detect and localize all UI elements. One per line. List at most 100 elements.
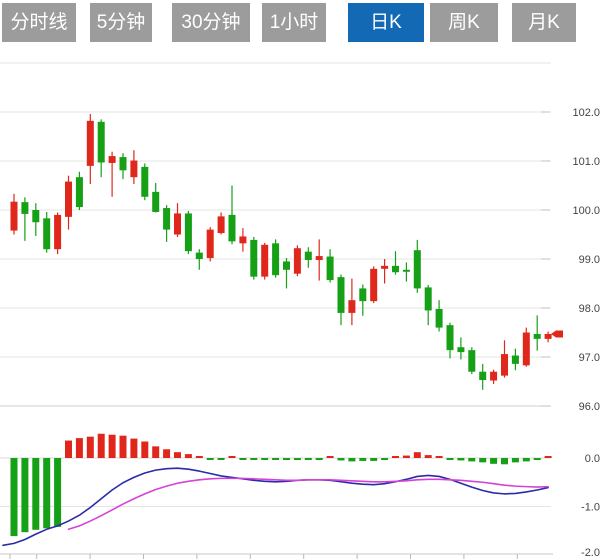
candle-body: [457, 347, 465, 353]
tab-weekly-k[interactable]: 周K: [430, 3, 498, 42]
tab-monthly-k[interactable]: 月K: [512, 3, 576, 42]
candle-body: [32, 210, 40, 223]
candle-body: [195, 252, 203, 259]
macd-histogram-bar: [239, 458, 247, 460]
macd-histogram-bar: [261, 458, 269, 460]
candle-body: [283, 261, 290, 270]
price-axis-label: 97.0: [579, 352, 600, 364]
macd-histogram-bar: [250, 458, 258, 460]
price-axis-label: 98.0: [579, 303, 600, 315]
candle-body: [43, 218, 51, 250]
candle-body: [468, 350, 476, 372]
price-axis-label: 99.0: [579, 254, 600, 266]
candle-body: [435, 308, 443, 328]
candle-body: [326, 256, 334, 281]
macd-histogram-bar: [10, 458, 18, 537]
tab-30min[interactable]: 30分钟: [172, 3, 250, 42]
price-axis-label: 102.0: [572, 107, 600, 119]
last-price-marker: [551, 330, 563, 338]
period-tabbar: 分时线 5分钟 30分钟 1小时 日K 周K 月K: [2, 3, 576, 42]
macd-histogram-bar: [272, 458, 280, 460]
candle-body: [10, 201, 18, 231]
dea-line: [67, 477, 549, 531]
candle-body: [97, 121, 105, 163]
candle-body: [174, 213, 181, 235]
candle-body: [130, 160, 138, 178]
candle-body: [141, 166, 149, 197]
macd-histogram-bar: [283, 458, 290, 460]
macd-histogram-bar: [130, 438, 138, 458]
macd-histogram-bar: [119, 435, 127, 458]
macd-histogram-bar: [533, 458, 541, 460]
candle-body: [108, 156, 116, 163]
candle-body: [304, 251, 312, 260]
macd-histogram-bar: [381, 458, 389, 460]
macd-histogram-bar: [370, 458, 378, 461]
candle-body: [65, 181, 72, 217]
candle-body: [163, 208, 171, 230]
macd-histogram-bar: [326, 456, 334, 458]
candle-body: [228, 214, 236, 242]
macd-histogram-bar: [490, 458, 498, 464]
macd-histogram-bar: [217, 458, 225, 460]
macd-histogram-bar: [402, 455, 410, 458]
candle-body: [239, 236, 247, 244]
candle-body: [119, 157, 127, 171]
candle-body: [337, 277, 345, 313]
candle-body: [490, 371, 498, 381]
macd-axis-label: -2.0: [581, 547, 600, 559]
tab-5min[interactable]: 5分钟: [90, 3, 152, 42]
macd-histogram-bar: [152, 446, 160, 458]
macd-histogram-bar: [511, 458, 519, 463]
candle-body: [261, 244, 269, 277]
macd-histogram-bar: [337, 458, 345, 461]
candle-body: [522, 332, 530, 366]
candle-body: [348, 300, 356, 313]
macd-histogram-bar: [174, 452, 181, 458]
macd-histogram-bar: [544, 456, 552, 458]
tab-timeline[interactable]: 分时线: [2, 3, 76, 42]
macd-histogram-bar: [315, 458, 323, 460]
macd-histogram-bar: [479, 458, 487, 463]
candle-body: [293, 248, 301, 274]
candle-body: [413, 250, 421, 289]
candle-body: [315, 256, 323, 260]
macd-histogram-bar: [206, 458, 214, 460]
candle-body: [75, 177, 83, 208]
macd-histogram-bar: [141, 441, 149, 458]
macd-histogram-bar: [86, 436, 94, 458]
macd-histogram-bar: [75, 438, 83, 458]
macd-histogram-bar: [501, 458, 508, 465]
macd-histogram-bar: [21, 458, 29, 533]
candle-body: [392, 265, 399, 273]
candle-body: [402, 269, 410, 272]
price-axis-label: 96.0: [579, 401, 600, 413]
macd-histogram-bar: [32, 458, 40, 530]
macd-histogram-bar: [304, 458, 312, 460]
macd-histogram-bar: [468, 458, 476, 462]
tab-daily-k[interactable]: 日K: [348, 3, 424, 42]
macd-histogram-bar: [108, 434, 116, 458]
candle-body: [533, 333, 541, 339]
macd-histogram-bar: [359, 458, 367, 461]
price-axis-label: 101.0: [572, 156, 600, 168]
macd-histogram-bar: [446, 458, 454, 460]
macd-histogram-bar: [195, 456, 203, 458]
macd-histogram-bar: [65, 440, 72, 458]
tab-1hour[interactable]: 1小时: [262, 3, 326, 42]
candle-body: [184, 213, 192, 252]
candle-body: [446, 325, 454, 351]
candle-body: [511, 355, 519, 364]
macd-axis-label: -1.0: [581, 502, 600, 514]
macd-histogram-bar: [435, 456, 443, 458]
macd-histogram-bar: [392, 456, 399, 458]
macd-histogram-bar: [228, 456, 236, 458]
macd-histogram-bar: [522, 458, 530, 462]
price-axis-label: 100.0: [572, 205, 600, 217]
candle-body: [152, 191, 160, 212]
candle-body: [479, 371, 487, 381]
dif-line: [2, 467, 549, 547]
candle-body: [370, 268, 378, 302]
candle-body: [86, 120, 94, 166]
